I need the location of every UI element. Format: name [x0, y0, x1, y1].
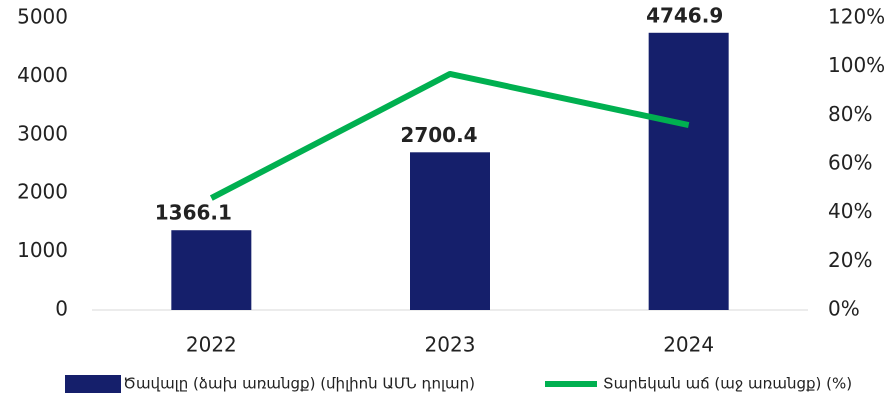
bar [648, 32, 729, 311]
y-tick-label: 0 [55, 297, 68, 321]
data-label: 4746.9 [646, 3, 723, 27]
y2-tick-label: 20% [828, 248, 872, 272]
y2-tick-label: 100% [828, 53, 885, 77]
y-tick-label: 2000 [17, 180, 68, 204]
y2-tick-label: 60% [828, 151, 872, 175]
y-tick-label: 3000 [17, 121, 68, 145]
x-tick-label: 2024 [663, 333, 714, 357]
data-label: 2700.4 [400, 123, 477, 147]
legend-label: Ծավալը (ձախ առանցք) (միլիոն ԱՄՆ դոլար) [123, 375, 475, 393]
legend-swatch [65, 375, 121, 393]
bar [410, 152, 490, 310]
y2-tick-label: 40% [828, 199, 872, 223]
y2-tick-label: 0% [828, 297, 860, 321]
y-tick-label: 5000 [17, 5, 68, 29]
y-tick-label: 4000 [17, 63, 68, 87]
legend-label: Տարեկան աճ (աջ առանցք) (%) [603, 375, 852, 393]
x-tick-label: 2022 [186, 333, 237, 357]
y2-tick-label: 120% [828, 5, 885, 29]
y2-tick-label: 80% [828, 102, 872, 126]
x-tick-label: 2023 [425, 333, 476, 357]
bar [171, 230, 252, 310]
data-label: 1366.1 [155, 201, 232, 225]
line [209, 70, 690, 201]
y-tick-label: 1000 [17, 238, 68, 262]
